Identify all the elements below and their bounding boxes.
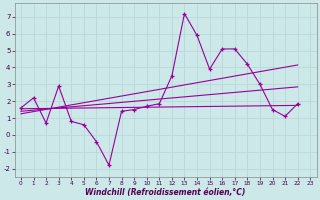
X-axis label: Windchill (Refroidissement éolien,°C): Windchill (Refroidissement éolien,°C) (85, 188, 246, 197)
